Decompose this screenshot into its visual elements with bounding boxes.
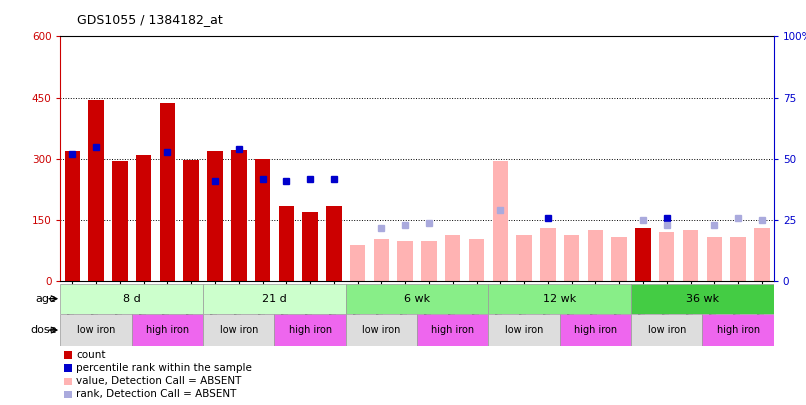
Bar: [418, 314, 488, 346]
Text: rank, Detection Call = ABSENT: rank, Detection Call = ABSENT: [76, 389, 236, 399]
Bar: [60, 314, 131, 346]
Bar: [326, 206, 342, 281]
Bar: [635, 228, 650, 281]
Bar: [136, 155, 152, 281]
Text: low iron: low iron: [505, 325, 543, 335]
Bar: [184, 160, 199, 281]
Bar: [132, 314, 203, 346]
Bar: [374, 239, 389, 281]
Bar: [702, 314, 774, 346]
Text: 8 d: 8 d: [123, 294, 141, 304]
Bar: [255, 159, 270, 281]
Bar: [564, 234, 580, 281]
Text: low iron: low iron: [219, 325, 258, 335]
Bar: [231, 150, 247, 281]
Bar: [346, 314, 418, 346]
Bar: [488, 314, 559, 346]
Text: high iron: high iron: [574, 325, 617, 335]
Bar: [559, 314, 631, 346]
Bar: [488, 284, 631, 314]
Text: 6 wk: 6 wk: [404, 294, 430, 304]
Text: high iron: high iron: [146, 325, 189, 335]
Bar: [203, 314, 274, 346]
Text: dose: dose: [30, 325, 56, 335]
Text: 12 wk: 12 wk: [543, 294, 576, 304]
Bar: [350, 245, 365, 281]
Bar: [754, 228, 770, 281]
Bar: [631, 314, 702, 346]
Text: percentile rank within the sample: percentile rank within the sample: [76, 363, 252, 373]
Bar: [64, 351, 73, 358]
Bar: [540, 228, 555, 281]
Bar: [207, 151, 222, 281]
Bar: [730, 237, 746, 281]
Bar: [203, 284, 346, 314]
Bar: [160, 102, 175, 281]
Bar: [279, 206, 294, 281]
Bar: [631, 284, 774, 314]
Bar: [64, 151, 80, 281]
Bar: [612, 237, 627, 281]
Text: low iron: low iron: [77, 325, 115, 335]
Bar: [397, 241, 413, 281]
Bar: [445, 234, 460, 281]
Bar: [60, 284, 203, 314]
Bar: [422, 241, 437, 281]
Bar: [346, 284, 488, 314]
Text: high iron: high iron: [289, 325, 332, 335]
Bar: [112, 161, 127, 281]
Text: high iron: high iron: [717, 325, 760, 335]
Text: 36 wk: 36 wk: [686, 294, 719, 304]
Bar: [469, 239, 484, 281]
Text: value, Detection Call = ABSENT: value, Detection Call = ABSENT: [76, 376, 242, 386]
Bar: [274, 314, 346, 346]
Bar: [683, 230, 698, 281]
Bar: [659, 232, 675, 281]
Bar: [517, 234, 532, 281]
Text: 21 d: 21 d: [262, 294, 287, 304]
Text: low iron: low iron: [647, 325, 686, 335]
Bar: [89, 100, 104, 281]
Bar: [588, 230, 603, 281]
Text: age: age: [35, 294, 56, 304]
Bar: [707, 237, 722, 281]
Bar: [64, 377, 73, 385]
Text: count: count: [76, 350, 106, 360]
Bar: [492, 161, 508, 281]
Bar: [64, 391, 73, 398]
Text: GDS1055 / 1384182_at: GDS1055 / 1384182_at: [77, 13, 222, 26]
Text: low iron: low iron: [362, 325, 401, 335]
Bar: [64, 364, 73, 372]
Bar: [302, 212, 318, 281]
Text: high iron: high iron: [431, 325, 475, 335]
